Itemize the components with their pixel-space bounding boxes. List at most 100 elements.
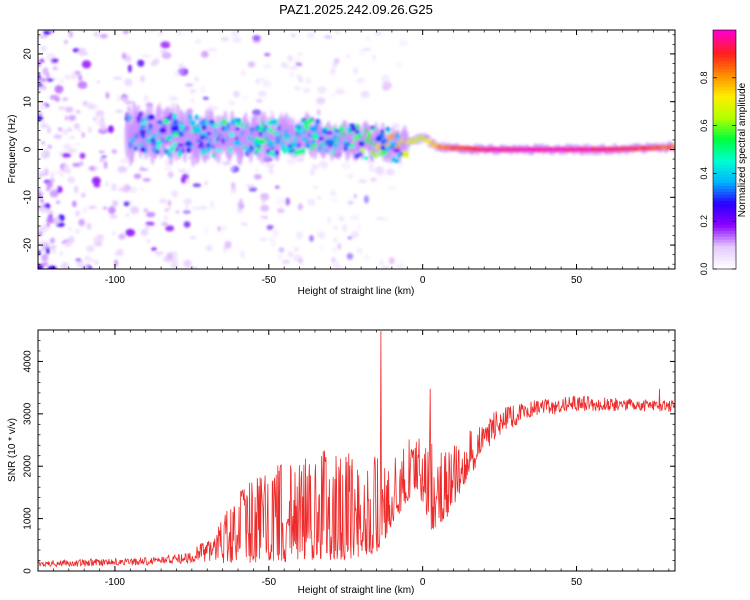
spectrogram-cell (209, 119, 215, 125)
spectrogram-cell (387, 185, 396, 192)
spectrogram-cell (124, 101, 134, 105)
spectrogram-cell (153, 58, 160, 65)
colorbar-swatch (713, 41, 736, 46)
spectrogram-cell (200, 132, 208, 136)
spectrogram-cell (263, 64, 272, 69)
spectrogram-cell (201, 124, 207, 131)
snr-y-tick-label: 2000 (23, 455, 34, 478)
spectrogram-cell (54, 170, 65, 174)
spectrogram-cell (87, 126, 92, 134)
spectrogram-cell (92, 116, 99, 122)
spectrogram-cell (86, 244, 95, 253)
spectrogram-cell (112, 76, 123, 80)
spectrogram-cell (50, 187, 59, 191)
spectrogram-cell (361, 47, 372, 51)
spectrogram-cell (40, 45, 47, 52)
spectrogram-cell (358, 48, 365, 56)
colorbar-swatch (713, 113, 736, 118)
spectrogram-cell (145, 221, 155, 226)
spectrogram-cell (94, 165, 98, 171)
spectrogram-cell (60, 262, 69, 269)
spectrogram-cell (263, 125, 268, 129)
spectrogram-cell (68, 114, 76, 121)
colorbar-swatch (713, 122, 736, 127)
spectrogram-cell (140, 75, 145, 83)
spectrogram-cell (61, 152, 72, 158)
spectrogram-cell (372, 54, 377, 61)
spectrogram-cell (301, 136, 308, 141)
spectrogram-cell (81, 192, 86, 198)
spectrogram-cell (163, 167, 172, 171)
spectrogram-cell (333, 237, 338, 244)
spectrogram-y-label: Frequency (Hz) (7, 115, 18, 184)
spectrogram-cell (63, 40, 68, 45)
spectrogram-cell (102, 206, 108, 210)
spectrogram-cell (62, 143, 72, 151)
spectrogram-cell (331, 246, 337, 254)
spectrogram-cell (276, 207, 285, 214)
spectrogram-cell (397, 152, 401, 159)
spectrogram-cell (305, 143, 311, 149)
spectrogram-cell (274, 131, 280, 136)
spectrogram-cell (81, 60, 92, 69)
colorbar-swatch (713, 35, 736, 40)
spectrogram-cell (116, 248, 124, 252)
colorbar-swatch (713, 143, 736, 148)
spectrogram-cell (123, 201, 130, 207)
spectrogram-cell (333, 225, 338, 229)
spectrogram-cell (95, 110, 105, 116)
spectrogram-cell (151, 247, 157, 251)
colorbar-swatch (713, 137, 736, 142)
spectrogram-cell (223, 126, 228, 132)
spectrogram-cell (379, 260, 385, 266)
spectrogram-cell (110, 183, 118, 192)
spectrogram-cell (152, 133, 157, 138)
spectrogram-cell (370, 125, 375, 130)
spectrogram-cell (222, 161, 231, 166)
spectrogram-cell (356, 247, 363, 255)
colorbar-swatch (713, 218, 736, 222)
colorbar-swatch (713, 38, 736, 43)
spectrogram-cell (195, 128, 202, 134)
spectrogram-cell (157, 120, 163, 124)
colorbar-swatch (713, 206, 736, 210)
colorbar-swatch (713, 152, 736, 157)
spectrogram-cell (60, 172, 64, 178)
spectrogram-cell (205, 143, 211, 148)
spectrogram-cell (352, 135, 357, 141)
spectrogram-cell (78, 218, 85, 227)
colorbar-swatch (713, 80, 736, 85)
spectrogram-cell (118, 187, 127, 192)
spectrogram-cell (288, 66, 299, 70)
spectrogram-cell (267, 140, 274, 146)
spectrogram-cell (270, 239, 277, 248)
spectrogram-cell (137, 59, 145, 67)
spectrogram-x-tick-label: 0 (420, 275, 426, 286)
spectrogram-cell (121, 96, 130, 102)
colorbar-swatch (713, 50, 736, 55)
spectrogram-cell (353, 193, 358, 199)
spectrogram-x-axis: -100 -50 0 50 (37, 30, 670, 286)
colorbar-tick-label: 0.6 (699, 119, 709, 132)
colorbar-swatch (713, 251, 736, 255)
spectrogram-cell (380, 151, 388, 156)
spectrogram-cell (334, 30, 341, 35)
spectrogram-cell (342, 224, 347, 233)
spectrogram-cell (209, 105, 220, 110)
spectrogram-cell (345, 54, 350, 58)
spectrogram-cell (293, 85, 302, 91)
spectrogram-cell (190, 129, 196, 133)
colorbar-swatch (713, 203, 736, 207)
spectrogram-cell (311, 164, 319, 170)
spectrogram-cell (298, 52, 302, 56)
spectrogram-cell (249, 127, 255, 131)
spectrogram-cell (247, 61, 256, 68)
spectrogram-cell (38, 115, 44, 122)
spectrogram-cell (72, 200, 77, 208)
spectrogram-cell (157, 144, 161, 150)
spectrogram-cell (116, 94, 121, 102)
spectrogram-cell (159, 127, 167, 134)
colorbar-swatch (713, 242, 736, 246)
snr-y-tick-label: 3000 (23, 402, 34, 425)
spectrogram-cell (312, 142, 317, 148)
